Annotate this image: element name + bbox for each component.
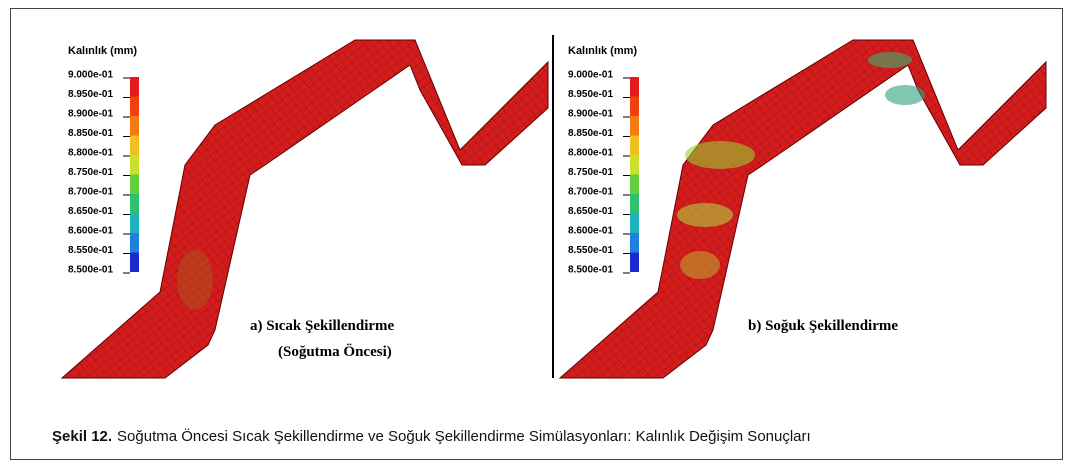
legend-label: 8.850e-01 xyxy=(68,128,113,139)
colorbar-segment xyxy=(630,136,639,156)
legend-title: Kalınlık (mm) xyxy=(568,45,637,57)
legend-label: 9.000e-01 xyxy=(568,70,613,81)
legend-label: 8.900e-01 xyxy=(568,109,613,120)
thickness-patch xyxy=(677,203,733,227)
colorbar-segment xyxy=(630,175,639,195)
panel-label: b) Soğuk Şekillendirme xyxy=(748,318,898,334)
colorbar-segment xyxy=(630,77,639,97)
legend-label: 8.900e-01 xyxy=(68,109,113,120)
caption-label: Şekil 12. xyxy=(52,428,112,445)
legend-label: 8.500e-01 xyxy=(68,265,113,276)
legend-label: 8.950e-01 xyxy=(68,89,113,100)
legend-label: 8.650e-01 xyxy=(568,206,613,217)
legend-label: 8.800e-01 xyxy=(568,148,613,159)
caption: Şekil 12. Soğutma Öncesi Sıcak Şekillendi… xyxy=(52,428,811,445)
colorbar-segment xyxy=(130,194,139,214)
legend-label: 9.000e-01 xyxy=(68,70,113,81)
panel-label: (Soğutma Öncesi) xyxy=(278,343,392,360)
figure: Kalınlık (mm) 9.000e-01 8.950e-01 8.900e-01… xyxy=(0,0,1075,470)
colorbar-segment xyxy=(130,155,139,175)
colorbar-segment xyxy=(130,116,139,136)
colorbar-segment xyxy=(130,97,139,117)
colorbar-segment xyxy=(630,253,639,273)
panel-label: a) Sıcak Şekillendirme xyxy=(250,318,395,334)
colorbar-segment xyxy=(130,214,139,234)
legend-label: 8.600e-01 xyxy=(568,226,613,237)
legend-label: 8.800e-01 xyxy=(68,148,113,159)
legend-label: 8.550e-01 xyxy=(68,245,113,256)
colorbar-segment xyxy=(130,175,139,195)
legend-label: 8.700e-01 xyxy=(68,187,113,198)
colorbar-segment xyxy=(630,116,639,136)
thickness-patch xyxy=(685,141,755,169)
colorbar-segment xyxy=(130,233,139,253)
legend-label: 8.700e-01 xyxy=(568,187,613,198)
colorbar-segment xyxy=(630,97,639,117)
colorbar-segment xyxy=(630,155,639,175)
legend-label: 8.750e-01 xyxy=(568,167,613,178)
page: {"figure": {"panels": [ {"legend_title":… xyxy=(0,0,1075,470)
colorbar-segment xyxy=(630,214,639,234)
thickness-patch xyxy=(868,52,912,68)
legend-title: Kalınlık (mm) xyxy=(68,45,137,57)
thickness-patch xyxy=(177,250,213,310)
legend-label: 8.650e-01 xyxy=(68,206,113,217)
colorbar-segment xyxy=(630,194,639,214)
legend-label: 8.850e-01 xyxy=(568,128,613,139)
colorbar-segment xyxy=(130,253,139,273)
colorbar-segment xyxy=(130,77,139,97)
legend-label: 8.600e-01 xyxy=(68,226,113,237)
caption-text: Soğutma Öncesi Sıcak Şekillendirme ve So… xyxy=(117,428,811,445)
legend-label: 8.550e-01 xyxy=(568,245,613,256)
legend-label: 8.500e-01 xyxy=(568,265,613,276)
legend-label: 8.750e-01 xyxy=(68,167,113,178)
legend-label: 8.950e-01 xyxy=(568,89,613,100)
thickness-patch xyxy=(680,251,720,279)
colorbar-segment xyxy=(630,233,639,253)
thickness-patch xyxy=(885,85,925,105)
colorbar-segment xyxy=(130,136,139,156)
